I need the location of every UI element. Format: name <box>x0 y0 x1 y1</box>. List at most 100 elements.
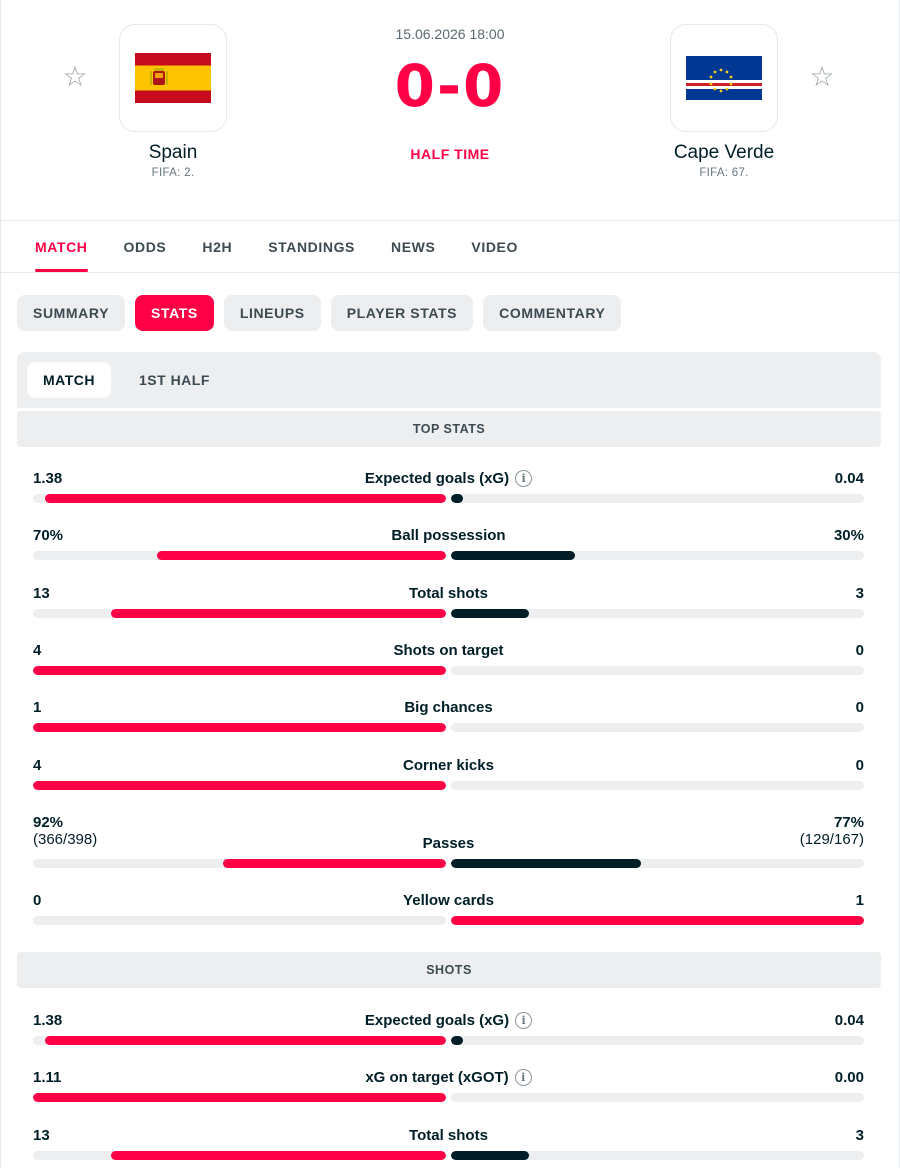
main-tabs: MATCH ODDS H2H STANDINGS NEWS VIDEO <box>17 230 536 274</box>
stat-row: 1.38 0.04 Expected goals (xG) i <box>33 1012 864 1062</box>
away-bar-fill <box>451 551 575 561</box>
info-icon[interactable]: i <box>514 1069 532 1087</box>
away-bar-track <box>451 780 864 790</box>
stat-away-value: 0 <box>856 757 864 774</box>
away-bar-track <box>451 551 864 561</box>
tab-match[interactable]: MATCH <box>17 230 106 272</box>
stat-away-value: 0.04 <box>835 470 864 487</box>
stat-away-main: 3 <box>855 1126 864 1144</box>
away-bar-track <box>451 1150 864 1160</box>
stat-label-text: Total shots <box>409 584 488 602</box>
away-bar-track <box>451 916 864 926</box>
away-bar-fill <box>451 858 641 868</box>
stat-row: 1.11 0.00 xG on target (xGOT) i <box>33 1069 864 1119</box>
stat-home-value: 13 <box>33 1127 50 1144</box>
stat-home-main: 92% <box>33 813 64 831</box>
away-team-logo[interactable] <box>670 24 778 132</box>
stat-label: Yellow cards <box>33 892 864 909</box>
stat-row: 13 3 Total shots <box>33 1127 864 1168</box>
stat-label-text: Shots on target <box>393 641 504 659</box>
stat-label-text: Big chances <box>404 699 493 717</box>
favorite-away-star-icon[interactable]: ☆ <box>809 61 835 92</box>
away-bar-fill <box>451 494 463 503</box>
favorite-home-star-icon[interactable]: ☆ <box>62 61 88 92</box>
stat-away-value: 0.00 <box>835 1069 864 1086</box>
subtab-summary[interactable]: SUMMARY <box>17 295 126 331</box>
stat-home-main: 0 <box>33 892 42 910</box>
header-divider <box>0 220 900 221</box>
stat-home-value: 1.38 <box>33 470 62 487</box>
subtab-stats[interactable]: STATS <box>135 295 214 331</box>
stat-home-value: 1.38 <box>33 1012 62 1029</box>
stat-home-value: 1.11 <box>33 1069 61 1086</box>
home-team-name[interactable]: Spain <box>148 142 198 163</box>
subtab-lineups[interactable]: LINEUPS <box>223 295 321 331</box>
stat-home-main: 13 <box>33 1126 50 1144</box>
home-bar-fill <box>33 780 446 790</box>
stat-away-main: 30% <box>833 527 864 545</box>
stat-label: Expected goals (xG) i <box>33 1012 864 1029</box>
sub-tabs: SUMMARY STATS LINEUPS PLAYER STATS COMME… <box>17 295 622 331</box>
stat-away-value: 0 <box>856 642 864 659</box>
home-bar-track <box>33 1093 446 1103</box>
tab-standings[interactable]: STANDINGS <box>268 239 355 255</box>
away-bar-fill <box>451 916 864 926</box>
home-team-logo[interactable] <box>119 24 227 132</box>
stat-away-main: 77% <box>833 813 864 831</box>
spain-flag-icon <box>135 53 211 103</box>
home-bar-fill <box>157 551 446 561</box>
stat-label: Total shots <box>33 1127 864 1144</box>
stat-away-value: 3 <box>856 585 864 602</box>
info-icon[interactable]: i <box>515 1012 533 1029</box>
stat-away-main: 0.04 <box>834 1012 864 1029</box>
stat-home-value: 92% (366/398) <box>33 814 97 848</box>
stat-home-value: 0 <box>33 892 41 909</box>
stat-label-text: xG on target (xGOT) <box>365 1069 509 1087</box>
home-bar-fill <box>33 723 446 733</box>
stat-away-main: 3 <box>855 584 864 602</box>
tab-news[interactable]: NEWS <box>391 239 436 255</box>
tab-video[interactable]: VIDEO <box>471 239 518 255</box>
stat-home-main: 1 <box>33 699 42 717</box>
away-bar-track <box>451 665 864 675</box>
home-bar-track <box>33 916 446 926</box>
home-bar-fill <box>223 858 446 868</box>
home-bar-fill <box>111 1150 446 1160</box>
stat-label: Ball possession <box>33 527 864 544</box>
stat-label-text: Corner kicks <box>403 756 494 774</box>
tab-h2h[interactable]: H2H <box>202 239 233 255</box>
home-bar-fill <box>33 1093 446 1103</box>
home-bar-track <box>33 551 446 561</box>
stat-home-value: 13 <box>33 585 50 602</box>
stat-row: 70% 30% Ball possession <box>33 527 864 577</box>
stat-label: Corner kicks <box>33 757 864 774</box>
match-status: HALF TIME <box>410 146 490 162</box>
info-icon[interactable]: i <box>515 470 533 487</box>
home-bar-fill <box>45 1036 446 1045</box>
away-bar-track <box>451 494 864 503</box>
stat-label: Total shots <box>33 585 864 602</box>
stat-label-text: Yellow cards <box>403 892 494 910</box>
stat-label: xG on target (xGOT) i <box>33 1069 864 1087</box>
stat-home-main: 4 <box>33 641 42 659</box>
subtab-player-stats[interactable]: PLAYER STATS <box>330 295 474 331</box>
away-bar-fill <box>451 608 529 618</box>
stat-home-value: 4 <box>33 757 41 774</box>
stat-away-main: 0.04 <box>834 470 864 487</box>
away-bar-track <box>451 723 864 733</box>
stat-home-value: 1 <box>33 699 41 716</box>
stat-home-main: 13 <box>33 584 50 602</box>
stat-away-main: 1 <box>855 892 864 910</box>
period-tab-1st-half[interactable]: 1ST HALF <box>139 372 210 388</box>
stat-home-detail: (366/398) <box>33 830 98 848</box>
stat-label: Big chances <box>33 699 864 716</box>
away-team-name[interactable]: Cape Verde <box>673 142 775 163</box>
period-tab-match[interactable]: MATCH <box>27 362 112 398</box>
stat-away-main: 0.00 <box>834 1069 864 1087</box>
stat-home-main: 1.38 <box>33 470 63 487</box>
period-tabs: MATCH 1ST HALF <box>17 352 881 408</box>
stat-home-main: 1.11 <box>33 1069 62 1087</box>
stat-label: Passes <box>33 835 864 852</box>
subtab-commentary[interactable]: COMMENTARY <box>483 295 622 331</box>
tab-odds[interactable]: ODDS <box>123 239 167 255</box>
